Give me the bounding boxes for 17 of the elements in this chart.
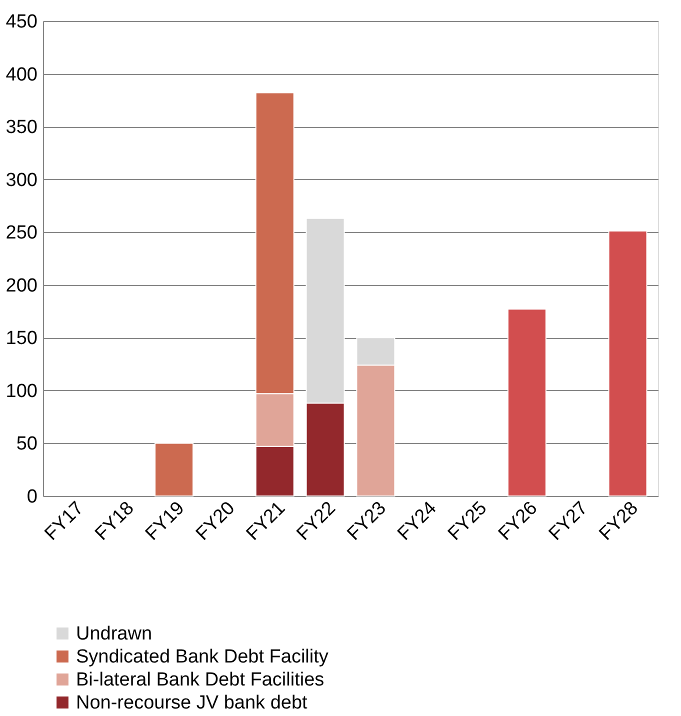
bar <box>507 308 546 496</box>
y-tick-label: 150 <box>6 328 38 350</box>
y-tick-label: 450 <box>6 12 38 32</box>
y-tick-label: 250 <box>6 222 38 244</box>
y-tick-label: 0 <box>26 486 38 508</box>
legend-label: Non-recourse JV bank debt <box>76 692 308 714</box>
y-tick-label: 200 <box>6 275 38 296</box>
y-tick-label: 350 <box>6 117 38 138</box>
legend-label: Bi-lateral Bank Debt Facilities <box>76 670 324 690</box>
legend-label: Syndicated Bank Debt Facility <box>76 646 329 668</box>
legend-label: Undrawn <box>76 624 152 644</box>
y-tick-label: 300 <box>6 170 38 191</box>
y-tick-label: 100 <box>6 380 38 402</box>
y-tick-label: 400 <box>6 64 38 86</box>
y-tick-label: 50 <box>16 434 38 455</box>
bar <box>154 442 194 496</box>
bar <box>608 230 648 496</box>
